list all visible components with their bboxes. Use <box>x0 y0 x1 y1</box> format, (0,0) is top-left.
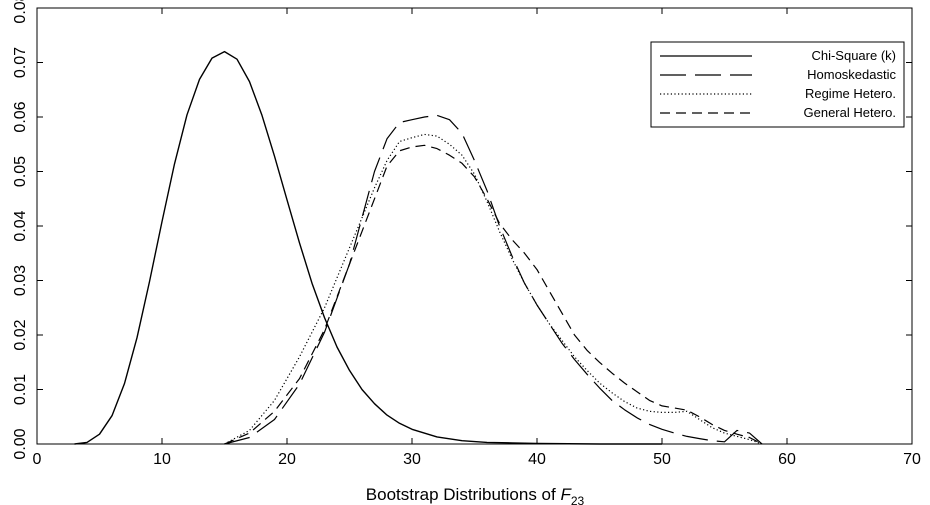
x-axis-title-subscript: 23 <box>571 494 585 505</box>
y-tick-label: 0.02 <box>12 319 29 350</box>
x-tick-label: 30 <box>403 451 421 468</box>
x-axis-title-symbol: F <box>560 485 572 504</box>
y-tick-label: 0.00 <box>12 428 29 459</box>
y-tick-label: 0.06 <box>12 101 29 132</box>
y-axis: 0.00 0.01 0.02 0.03 0.04 0.05 0.06 0.07 0.08 <box>12 0 912 460</box>
legend-label: Regime Hetero. <box>805 86 896 101</box>
legend-label: Homoskedastic <box>807 67 896 82</box>
y-tick-label: 0.04 <box>12 210 29 241</box>
legend-label: Chi-Square (k) <box>811 48 896 63</box>
x-tick-label: 0 <box>33 451 42 468</box>
legend-label: General Hetero. <box>804 105 897 120</box>
series-line <box>224 114 763 445</box>
series-group <box>74 50 763 445</box>
series-line <box>224 144 763 445</box>
x-tick-label: 40 <box>528 451 546 468</box>
x-tick-label: 20 <box>278 451 296 468</box>
x-tick-label: 60 <box>778 451 796 468</box>
x-tick-label: 10 <box>153 451 171 468</box>
y-tick-label: 0.01 <box>12 374 29 405</box>
x-axis: 0 10 20 30 40 50 60 70 <box>33 8 921 468</box>
x-axis-title-text: Bootstrap Distributions of <box>366 485 561 504</box>
series-line <box>224 133 763 445</box>
x-tick-label: 70 <box>903 451 921 468</box>
x-tick-label: 50 <box>653 451 671 468</box>
y-tick-label: 0.08 <box>12 0 29 24</box>
x-axis-title: Bootstrap Distributions of F23 <box>366 485 585 505</box>
y-tick-label: 0.05 <box>12 156 29 187</box>
y-tick-label: 0.03 <box>12 265 29 296</box>
series-line <box>74 50 662 445</box>
y-tick-label: 0.07 <box>12 47 29 78</box>
legend: Chi-Square (k) Homoskedastic Regime Hetero… <box>650 41 905 128</box>
